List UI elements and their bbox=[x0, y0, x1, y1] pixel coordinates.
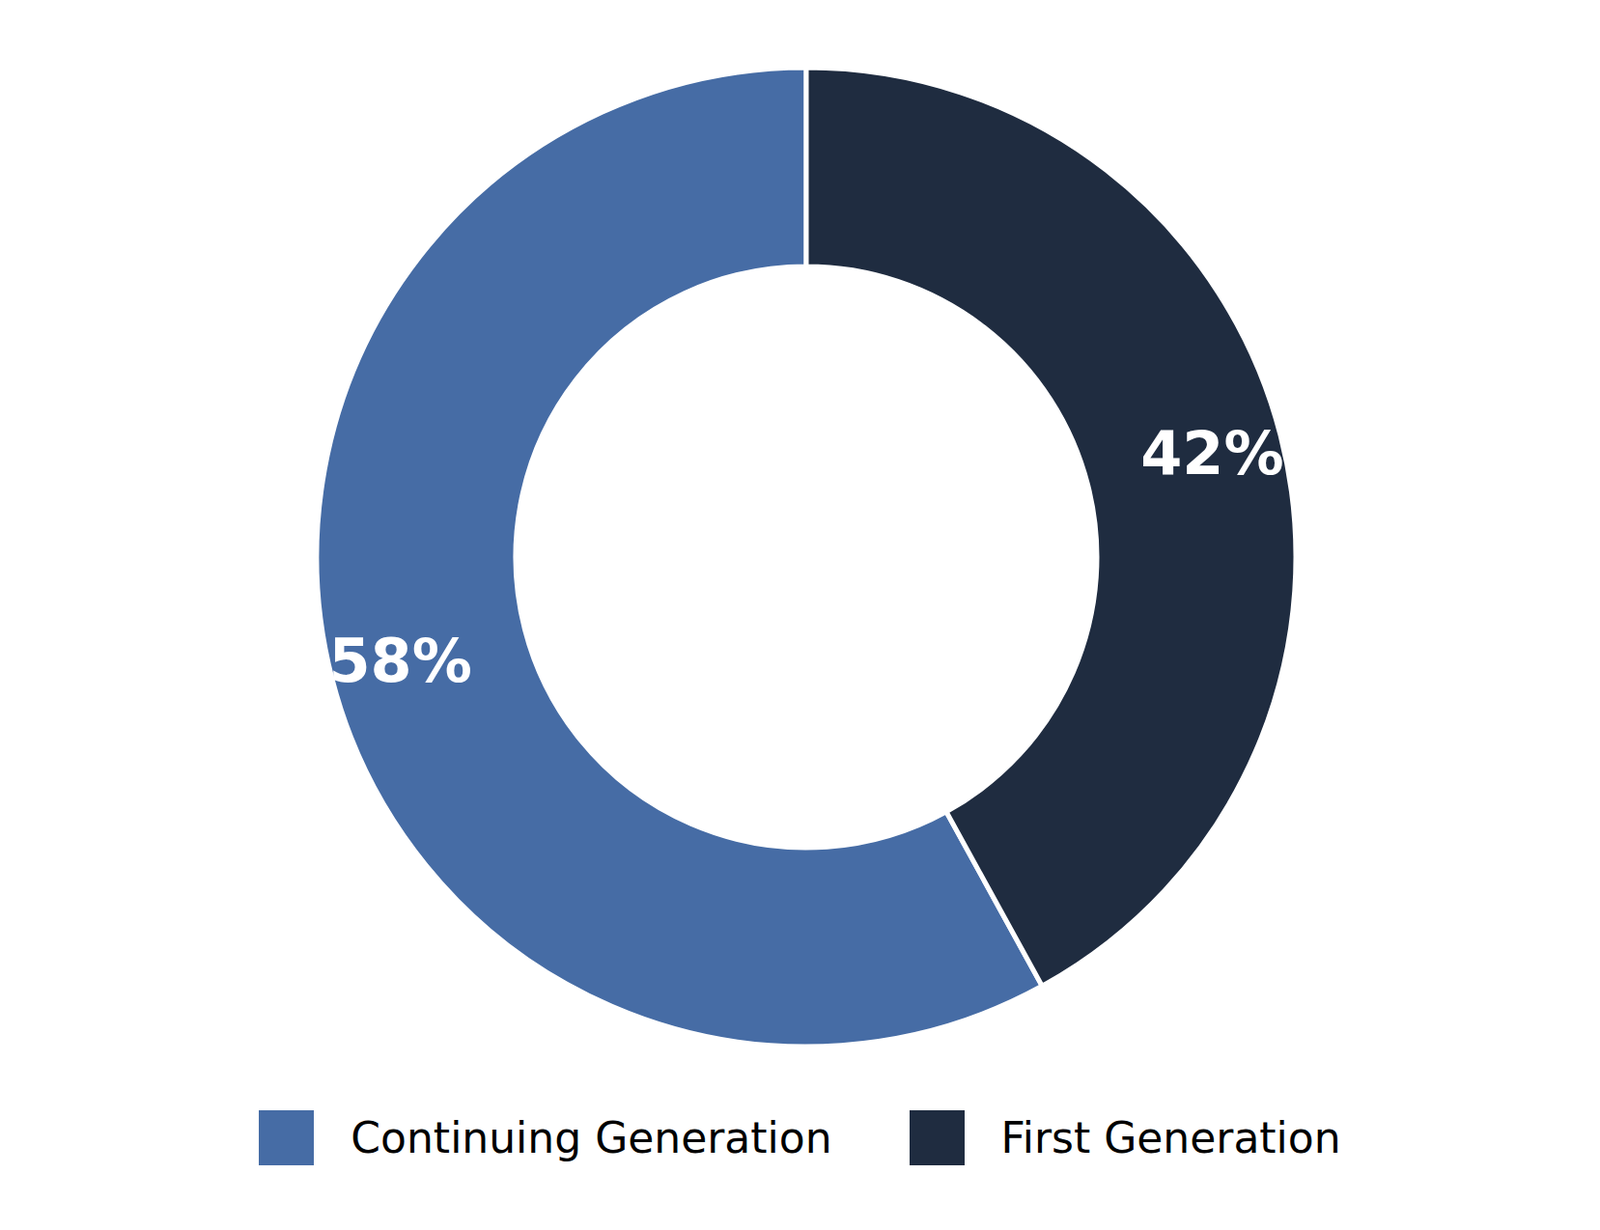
svg-text:58%: 58% bbox=[328, 625, 472, 697]
svg-text:42%: 42% bbox=[1140, 418, 1284, 489]
html-text:First Generation: First Generation bbox=[1000, 1113, 1341, 1163]
html-text:Continuing Generation: Continuing Generation bbox=[350, 1113, 832, 1163]
